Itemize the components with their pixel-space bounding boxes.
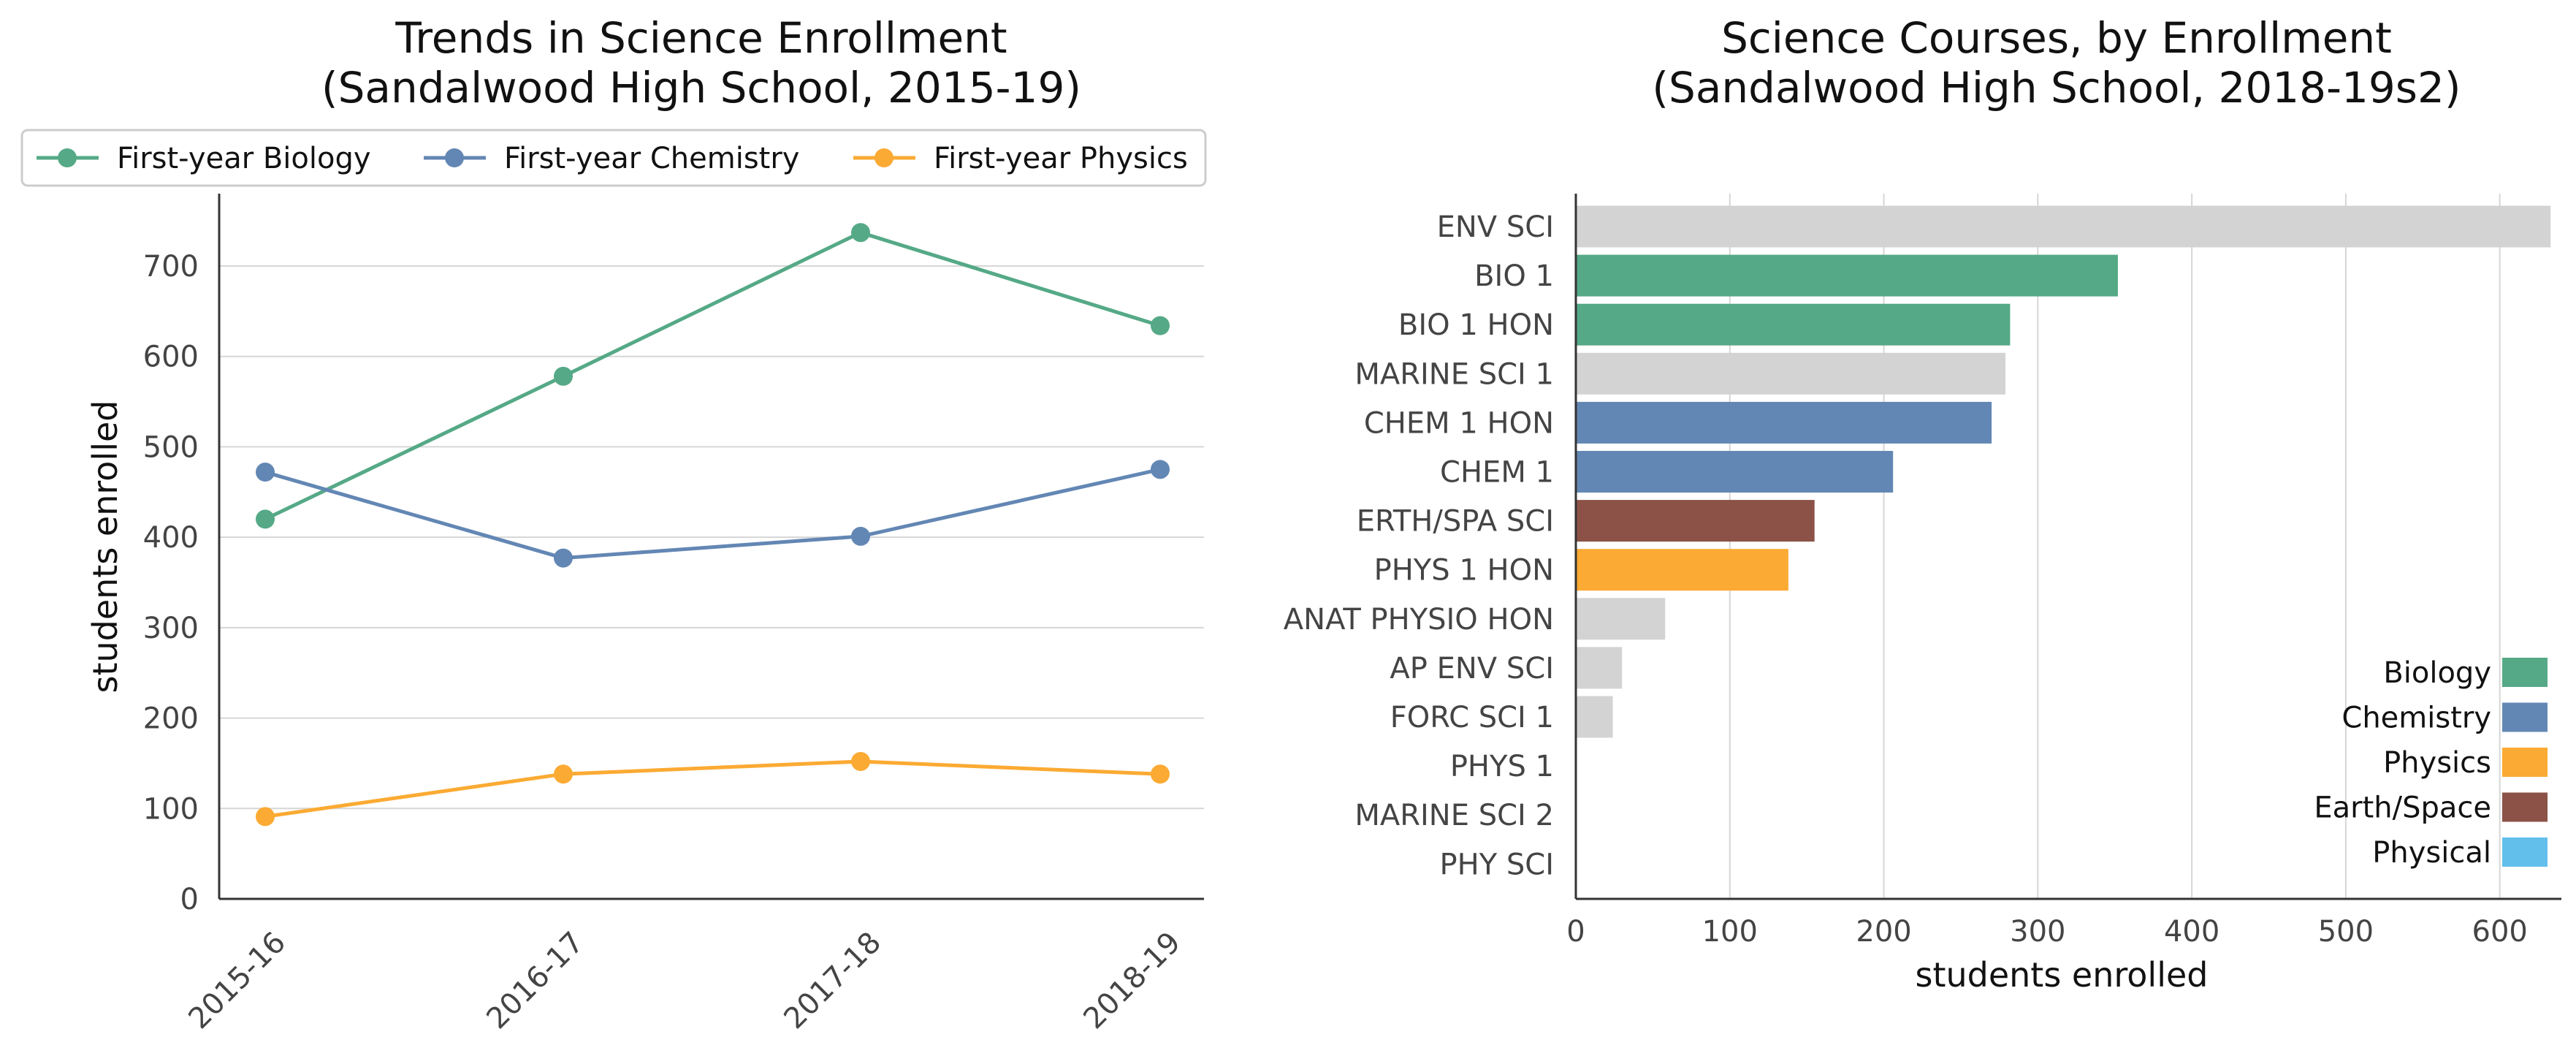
legend-swatch [2502, 702, 2548, 732]
y-tick-label: CHEM 1 [1440, 456, 1554, 490]
y-tick-label: 500 [143, 430, 199, 464]
series-line [264, 230, 1161, 521]
line-chart: Trends in Science Enrollment (Sandalwood… [20, 13, 1207, 1036]
bar [1576, 352, 2006, 395]
legend-marker [445, 148, 464, 167]
bar [1576, 254, 2118, 297]
y-tick-label: PHYS 1 [1450, 750, 1554, 783]
y-tick-label: ANAT PHYSIO HON [1284, 603, 1554, 637]
y-tick-label: AP ENV SCI [1390, 652, 1554, 685]
bar-chart-bars [1576, 205, 2551, 738]
line-chart-axes: 0 100 200 300 400 500 600 700 2015-16 2016-17 2017… [143, 194, 1204, 1036]
series-line [264, 759, 1161, 818]
line-chart-gridlines [219, 265, 1204, 810]
legend-box [20, 129, 1207, 187]
bar [1576, 205, 2551, 248]
x-tick-label: 200 [1856, 915, 1911, 949]
y-tick-label: PHY SCI [1440, 848, 1554, 881]
y-tick-label: 700 [143, 250, 199, 284]
x-tick-label: 400 [2164, 915, 2219, 949]
bar-chart-title-line-1: Science Courses, by Enrollment [1721, 13, 2392, 63]
y-tick-label: ENV SCI [1437, 210, 1554, 244]
bar-chart-x-axis-label: students enrolled [1916, 955, 2209, 995]
x-tick-label: 2017-18 [777, 926, 888, 1036]
y-tick-label: ERTH/SPA SCI [1357, 505, 1554, 539]
y-tick-label: CHEM 1 HON [1364, 406, 1554, 440]
x-tick-label: 0 [1566, 915, 1585, 949]
y-tick-label: 300 [143, 612, 199, 645]
legend-marker [58, 148, 77, 167]
data-point [851, 751, 870, 771]
data-point [851, 526, 870, 546]
legend-label: First-year Physics [934, 142, 1188, 175]
bar [1576, 598, 1666, 640]
legend-label: Physics [2383, 746, 2491, 780]
data-point [1151, 460, 1170, 479]
line-chart-legend: First-year Biology First-year Chemistry Fi… [20, 129, 1207, 187]
y-tick-label: 400 [143, 521, 199, 555]
legend-swatch [2502, 658, 2548, 687]
data-point [554, 366, 573, 386]
legend-swatch [2502, 792, 2548, 822]
bar-chart: Science Courses, by Enrollment (Sandalwo… [1284, 13, 2561, 995]
y-tick-label: BIO 1 HON [1398, 308, 1554, 342]
y-tick-label: 600 [143, 341, 199, 374]
x-tick-label: 600 [2472, 915, 2528, 949]
legend-marker [874, 148, 893, 167]
legend-label: Chemistry [2341, 702, 2491, 735]
x-tick-label: 2018-19 [1077, 926, 1187, 1036]
y-tick-label: 100 [143, 792, 199, 826]
data-point [554, 548, 573, 568]
data-point [256, 463, 275, 482]
legend-label: First-year Biology [117, 142, 371, 175]
legend-swatch [2502, 748, 2548, 777]
legend-label: Physical [2372, 836, 2491, 870]
series-line [264, 467, 1161, 561]
bar-chart-title-line-2: (Sandalwood High School, 2018-19s2) [1652, 63, 2461, 113]
data-point [851, 223, 870, 243]
data-point [1151, 764, 1170, 784]
bar [1576, 647, 1623, 689]
legend-label: Biology [2383, 656, 2491, 690]
bar [1576, 500, 1815, 542]
bar [1576, 696, 1613, 738]
bar-chart-legend: Biology Chemistry Physics Earth/Space Physic… [2314, 656, 2548, 870]
bar [1576, 401, 1992, 444]
data-point [256, 807, 275, 827]
x-tick-label: 2016-17 [480, 926, 590, 1036]
y-tick-label: MARINE SCI 1 [1354, 357, 1554, 391]
x-tick-label: 100 [1702, 915, 1758, 949]
x-tick-label: 300 [2010, 915, 2065, 949]
y-tick-label: 200 [143, 702, 199, 736]
line-chart-title-line-1: Trends in Science Enrollment [395, 13, 1007, 63]
data-point [1151, 316, 1170, 335]
legend-label: Earth/Space [2314, 791, 2491, 825]
line-chart-title-line-2: (Sandalwood High School, 2015-19) [321, 63, 1081, 113]
y-tick-label: 0 [180, 883, 199, 916]
bar [1576, 451, 1894, 493]
legend-label: First-year Chemistry [504, 142, 799, 175]
bar-chart-axes: 0 100 200 300 400 500 600 ENV SCI BIO 1 BIO 1 HON… [1284, 194, 2561, 949]
bar [1576, 549, 1788, 591]
data-point [256, 509, 275, 529]
x-tick-label: 500 [2318, 915, 2374, 949]
y-tick-label: MARINE SCI 2 [1354, 799, 1554, 832]
y-tick-label: FORC SCI 1 [1390, 701, 1554, 734]
line-chart-series [256, 223, 1170, 827]
line-chart-y-axis-label: students enrolled [85, 400, 125, 694]
y-tick-label: BIO 1 [1474, 259, 1554, 293]
bar [1576, 303, 2011, 346]
x-tick-label: 2015-16 [182, 926, 292, 1036]
y-tick-label: PHYS 1 HON [1374, 554, 1554, 588]
legend-swatch [2502, 837, 2548, 867]
data-point [554, 764, 573, 784]
